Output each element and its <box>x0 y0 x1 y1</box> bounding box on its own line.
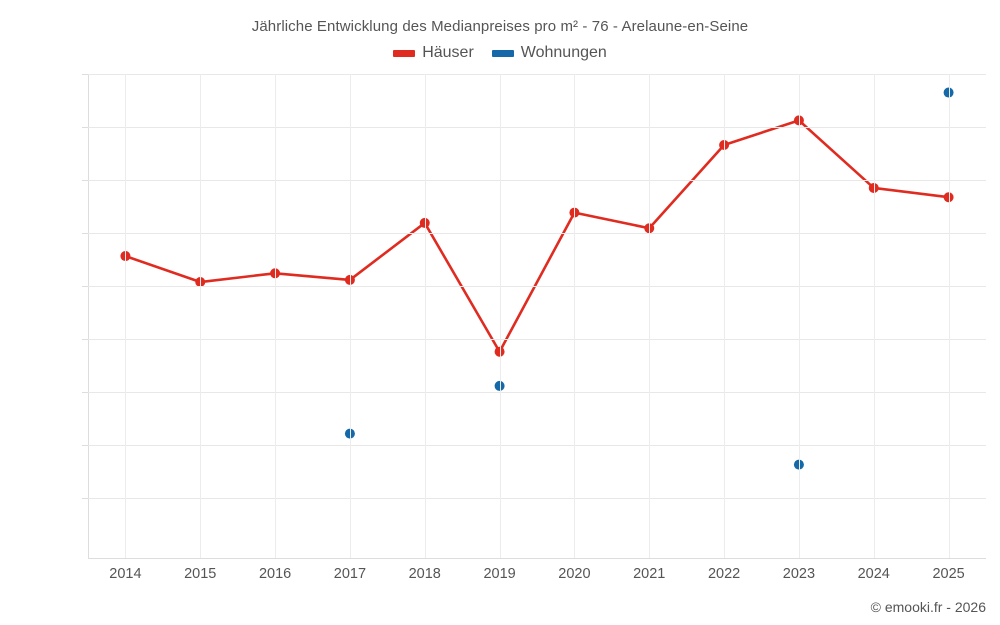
y-tick-mark <box>82 233 88 234</box>
chart-title: Jährliche Entwicklung des Medianpreises … <box>251 18 749 35</box>
x-tick-label: 2022 <box>707 566 741 582</box>
y-axis-line <box>88 74 89 559</box>
gridline-vertical <box>724 74 726 558</box>
y-tick-mark <box>82 127 88 128</box>
legend-label: Häuser <box>422 44 474 61</box>
legend-entry-hauser[interactable]: Häuser <box>393 44 474 62</box>
gridline-vertical <box>873 74 875 558</box>
x-tick-label: 2024 <box>857 566 890 582</box>
x-tick-label: 2023 <box>782 566 816 582</box>
legend-swatch-icon <box>393 49 416 57</box>
series-line-huser <box>124 119 950 354</box>
gridline-horizontal <box>88 339 986 340</box>
gridline-vertical <box>200 74 202 558</box>
gridline-vertical <box>574 74 576 558</box>
gridline-horizontal <box>88 445 986 446</box>
x-axis-line <box>88 558 986 559</box>
gridline-vertical <box>349 74 351 558</box>
x-tick-label: 2017 <box>333 566 367 582</box>
legend-swatch-icon <box>491 49 514 57</box>
y-tick-mark <box>82 74 88 75</box>
x-tick-label: 2016 <box>258 566 292 582</box>
y-tick-mark <box>82 445 88 446</box>
x-tick-label: 2018 <box>408 566 441 582</box>
gridline-horizontal <box>88 233 986 234</box>
gridline-vertical <box>798 74 800 558</box>
gridline-horizontal <box>88 392 986 393</box>
x-tick-label: 2015 <box>184 566 217 582</box>
y-tick-mark <box>82 392 88 393</box>
footer-credit: © emooki.fr - 2026 <box>870 599 986 615</box>
legend-entry-wohnungen[interactable]: Wohnungen <box>491 44 607 62</box>
y-tick-mark <box>82 180 88 181</box>
series-layer <box>120 87 954 470</box>
gridline-vertical <box>275 74 277 558</box>
chart-legend: Häuser Wohnungen <box>0 44 1000 62</box>
y-tick-mark <box>82 339 88 340</box>
gridline-horizontal <box>88 286 986 287</box>
gridline-horizontal <box>88 127 986 128</box>
gridline-vertical <box>424 74 426 558</box>
y-tick-mark <box>82 498 88 499</box>
x-tick-label: 2014 <box>109 566 142 582</box>
x-tick-label: 2020 <box>558 566 591 582</box>
gridline-vertical <box>499 74 501 558</box>
gridline-vertical <box>948 74 950 558</box>
plot-area: 600 €800 €1 000 €1 200 €1 400 €1 600 €1 … <box>82 74 986 558</box>
gridline-horizontal <box>88 498 986 499</box>
x-tick-label: 2021 <box>633 566 666 582</box>
x-tick-label: 2025 <box>932 566 965 582</box>
gridline-vertical <box>649 74 651 558</box>
gridline-vertical <box>125 74 127 558</box>
y-tick-mark <box>82 286 88 287</box>
x-tick-label: 2019 <box>483 566 516 582</box>
legend-label: Wohnungen <box>520 44 607 61</box>
gridline-horizontal <box>88 74 986 75</box>
gridline-horizontal <box>88 180 986 181</box>
